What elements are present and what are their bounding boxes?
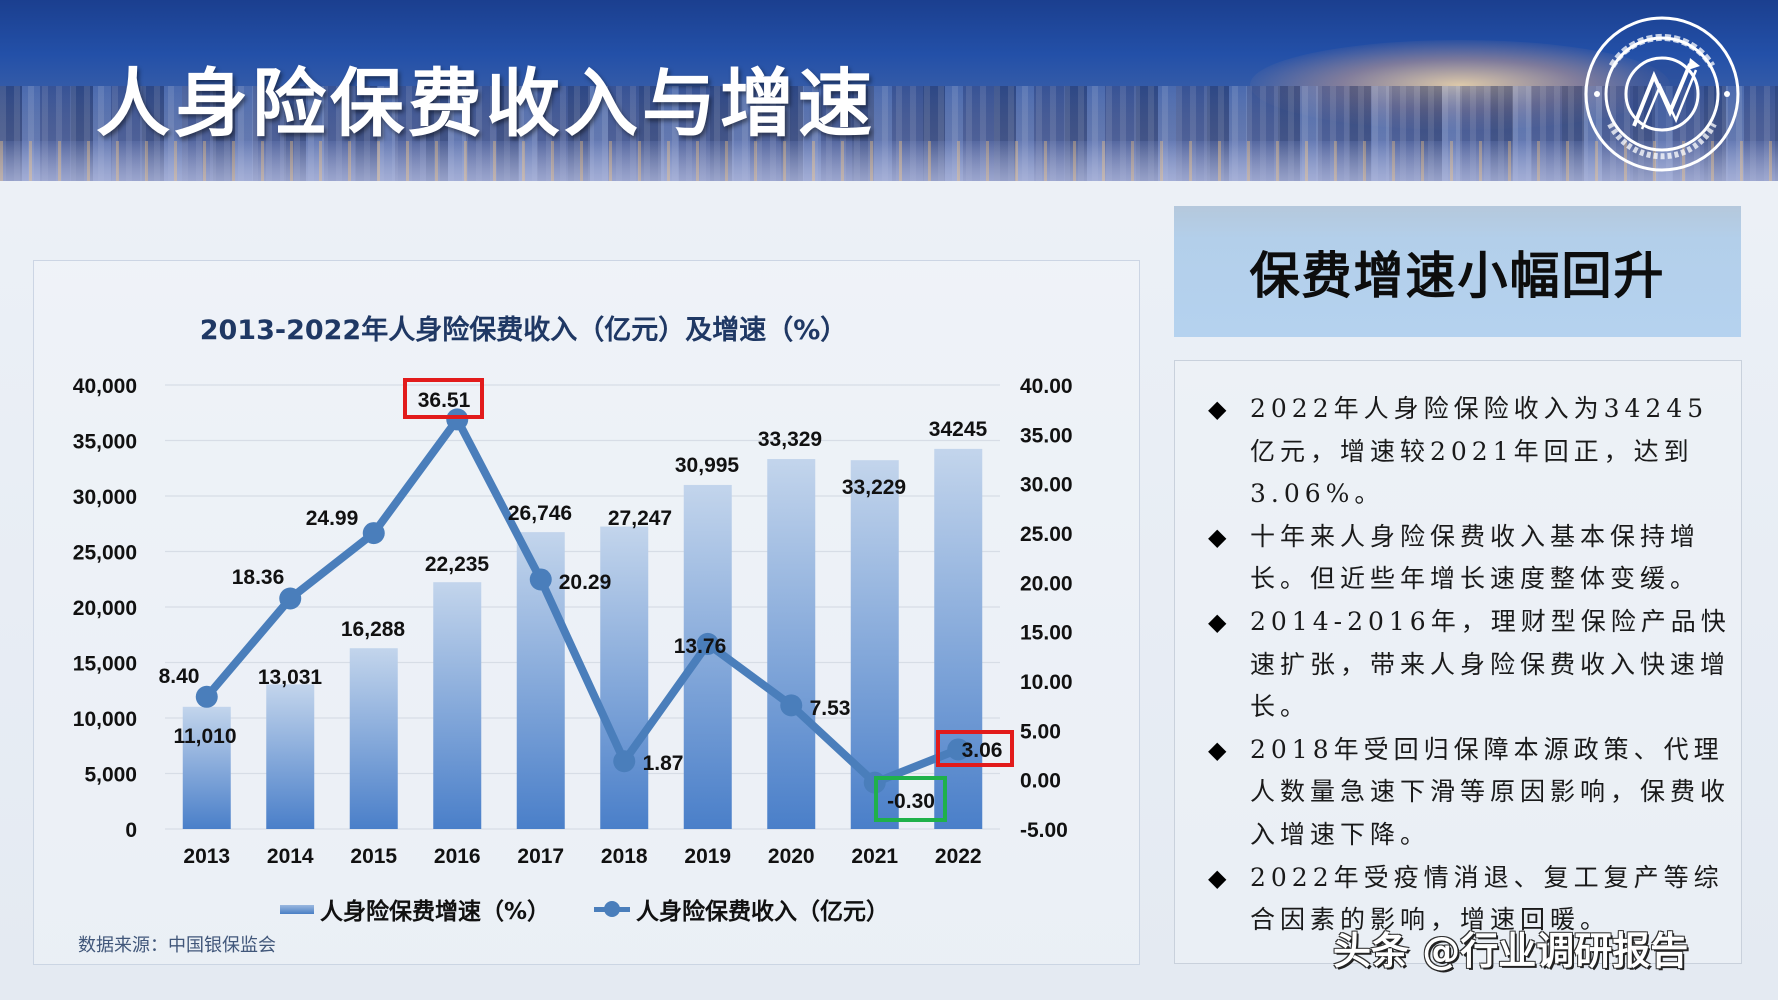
right-axis-tick: 30.00 bbox=[1020, 474, 1073, 497]
line-marker bbox=[279, 587, 302, 610]
bullet-item: ◆ 2014-2016年，理财型保险产品快速扩张，带来人身险保费收入快速增长。 bbox=[1206, 601, 1736, 729]
bar-value-label: 34245 bbox=[929, 418, 988, 441]
line-marker bbox=[195, 685, 218, 708]
x-axis-tick: 2015 bbox=[350, 845, 397, 868]
right-axis-tick: 10.00 bbox=[1020, 671, 1073, 694]
legend-item-bar: 人身险保费增速（%） bbox=[280, 892, 550, 926]
left-axis-tick: 15,000 bbox=[73, 653, 137, 676]
bar-2014 bbox=[266, 684, 315, 829]
bar-swatch-icon bbox=[280, 904, 314, 914]
diamond-bullet-icon: ◆ bbox=[1208, 522, 1227, 551]
line-value-label: 7.53 bbox=[810, 697, 851, 720]
bullet-item: ◆ 2022年人身险保险收入为34245亿元，增速较2021年回正，达到3.06%… bbox=[1206, 388, 1736, 516]
x-axis-tick: 2016 bbox=[434, 845, 481, 868]
line-value-label: 1.87 bbox=[643, 752, 684, 775]
bullet-item: ◆ 2022年受疫情消退、复工复产等综合因素的影响，增速回暖。 bbox=[1206, 857, 1736, 942]
bar-value-label: 27,247 bbox=[608, 507, 672, 530]
bar-value-label: 33,229 bbox=[842, 476, 906, 499]
line-marker bbox=[529, 568, 552, 591]
x-axis-tick: 2021 bbox=[851, 845, 898, 868]
highlight-box bbox=[403, 378, 484, 419]
bullet-item: ◆ 2018年受回归保障本源政策、代理人数量急速下滑等原因影响，保费收入增速下降。 bbox=[1206, 729, 1736, 857]
line-marker bbox=[613, 750, 636, 773]
line-marker-icon bbox=[594, 901, 631, 917]
right-axis-tick: -5.00 bbox=[1020, 819, 1068, 842]
left-axis-tick: 30,000 bbox=[73, 486, 137, 509]
line-value-label: 8.40 bbox=[159, 665, 200, 688]
line-marker bbox=[362, 522, 385, 545]
left-axis-tick: 0 bbox=[125, 819, 137, 842]
x-axis-tick: 2018 bbox=[601, 845, 648, 868]
bar-2015 bbox=[349, 648, 398, 829]
legend-label: 人身险保费增速（%） bbox=[320, 899, 551, 925]
bar-value-label: 30,995 bbox=[675, 454, 740, 477]
bar-value-label: 11,010 bbox=[173, 725, 236, 748]
bar-value-label: 22,235 bbox=[425, 553, 490, 576]
bar-value-label: 26,746 bbox=[508, 502, 572, 525]
line-marker bbox=[780, 694, 803, 717]
left-axis-tick: 5,000 bbox=[84, 764, 137, 787]
side-text-box bbox=[1174, 360, 1742, 964]
right-axis-tick: 40.00 bbox=[1020, 375, 1073, 398]
right-axis-tick: 20.00 bbox=[1020, 572, 1073, 595]
highlight-box bbox=[936, 730, 1014, 767]
diamond-bullet-icon: ◆ bbox=[1208, 863, 1227, 892]
line-value-label: 24.99 bbox=[306, 507, 359, 530]
legend-label: 人身险保费收入（亿元） bbox=[636, 899, 890, 925]
right-axis-tick: 35.00 bbox=[1020, 424, 1073, 447]
diamond-bullet-icon: ◆ bbox=[1208, 735, 1227, 764]
right-axis-tick: 25.00 bbox=[1020, 523, 1073, 546]
line-marker bbox=[947, 738, 970, 761]
bar-2022 bbox=[934, 448, 983, 829]
line-marker bbox=[446, 408, 469, 431]
bar-value-label: 16,288 bbox=[341, 618, 406, 641]
diamond-bullet-icon: ◆ bbox=[1208, 395, 1227, 423]
highlight-box bbox=[874, 776, 947, 822]
right-axis-tick: 5.00 bbox=[1020, 720, 1061, 743]
bar-2016 bbox=[433, 582, 482, 829]
legend-item-line: 人身险保费收入（亿元） bbox=[594, 892, 889, 926]
chart-legend: 人身险保费增速（%） 人身险保费收入（亿元） bbox=[280, 892, 933, 926]
x-axis-tick: 2013 bbox=[183, 845, 230, 868]
watermark: 头条 @行业调研报告 bbox=[1333, 929, 1689, 973]
left-axis-tick: 40,000 bbox=[73, 375, 137, 398]
growth-line bbox=[203, 415, 960, 787]
diamond-bullet-icon: ◆ bbox=[1208, 607, 1227, 636]
left-axis-tick: 35,000 bbox=[73, 431, 137, 454]
combo-chart: 0 5,000 10,000 15,000 20,000 25,000 30,000 35,0… bbox=[73, 375, 1073, 868]
right-axis-tick: 0.00 bbox=[1020, 770, 1061, 793]
city-lights bbox=[0, 141, 1778, 181]
bar-2013 bbox=[182, 706, 231, 829]
line-value-label: 13.76 bbox=[674, 635, 727, 658]
x-axis-tick: 2020 bbox=[768, 845, 815, 868]
x-axis-tick: 2014 bbox=[267, 845, 314, 868]
line-marker bbox=[696, 632, 719, 655]
side-heading-box: 保费增速小幅回升 bbox=[1174, 206, 1741, 337]
line-value-label: 3.06 bbox=[962, 739, 1003, 762]
right-axis-tick: 15.00 bbox=[1020, 622, 1073, 645]
left-axis-tick: 20,000 bbox=[73, 597, 137, 620]
line-value-label: -0.30 bbox=[887, 790, 935, 813]
page-title: 人身险保费收入与增速 bbox=[96, 61, 876, 147]
data-source-note: 数据来源：中国银保监会 bbox=[78, 935, 276, 956]
left-axis-tick: 25,000 bbox=[73, 542, 137, 565]
institution-logo-icon bbox=[1584, 16, 1740, 172]
bar-2018 bbox=[600, 526, 649, 829]
x-axis-tick: 2017 bbox=[517, 845, 564, 868]
left-axis-tick: 10,000 bbox=[73, 708, 137, 731]
side-heading: 保费增速小幅回升 bbox=[1249, 246, 1666, 305]
bar-value-label: 33,329 bbox=[758, 428, 822, 451]
x-axis-tick: 2022 bbox=[935, 845, 982, 868]
x-axis-tick: 2019 bbox=[684, 845, 731, 868]
bullet-list: ◆ 2022年人身险保险收入为34245亿元，增速较2021年回正，达到3.06%… bbox=[1206, 388, 1736, 942]
bullet-item: ◆ 十年来人身险保费收入基本保持增长。但近些年增长速度整体变缓。 bbox=[1206, 516, 1736, 601]
chart-title: 2013-2022年人身险保费收入（亿元）及增速（%） bbox=[199, 315, 848, 346]
header-banner: 人身险保费收入与增速 bbox=[0, 0, 1778, 181]
bar-value-label: 13,031 bbox=[258, 666, 323, 689]
line-value-label: 18.36 bbox=[232, 566, 285, 589]
bar-2020 bbox=[767, 459, 816, 829]
line-value-label: 20.29 bbox=[559, 571, 612, 594]
line-value-label: 36.51 bbox=[418, 389, 471, 412]
